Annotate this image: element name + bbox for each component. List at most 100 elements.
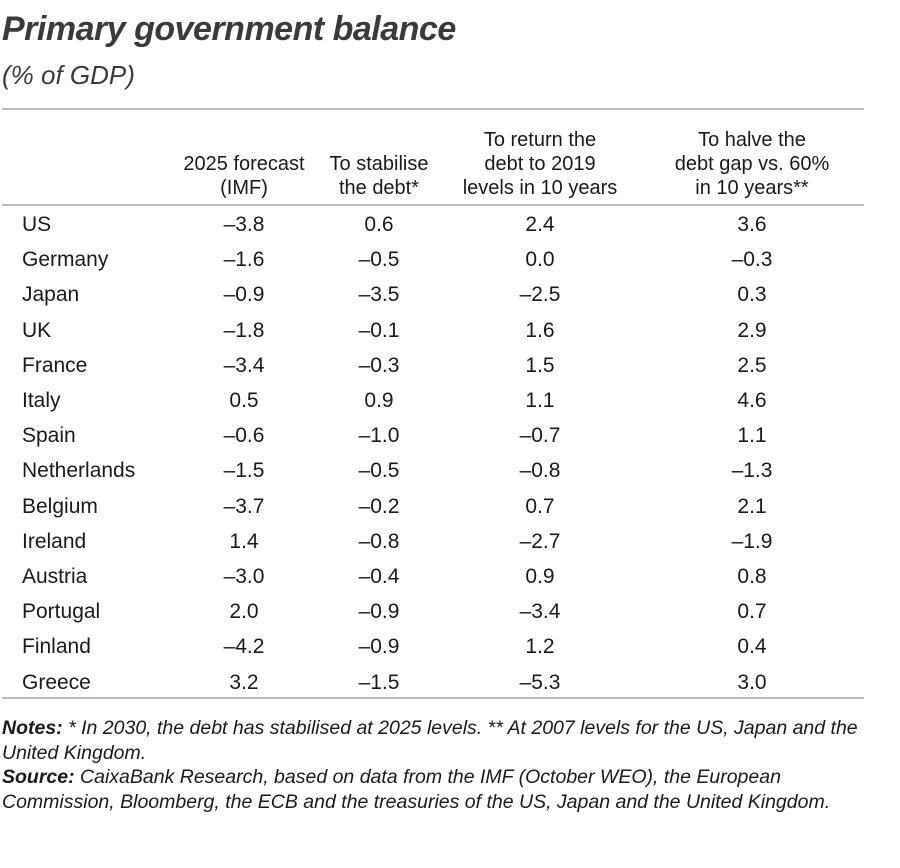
table-row: Greece 3.2 –1.5 –5.3 3.0 [0, 665, 864, 700]
value-cell: –0.6 [223, 424, 265, 448]
country-cell: UK [22, 318, 52, 342]
value-cell: –0.2 [358, 494, 400, 518]
value-cell: –0.3 [358, 353, 400, 377]
value-cell: 0.3 [737, 283, 767, 307]
value-cell: –0.7 [519, 424, 561, 448]
country-cell: Greece [22, 670, 91, 694]
value-cell: 3.0 [737, 670, 767, 694]
table-row: Austria –3.0 –0.4 0.9 0.8 [0, 559, 864, 594]
value-cell: –3.8 [223, 213, 265, 236]
table-title: Primary government balance [2, 10, 456, 48]
value-cell: 2.4 [525, 213, 555, 236]
header-rule [2, 204, 864, 206]
value-cell: –0.8 [519, 459, 561, 483]
value-cell: 2.0 [229, 600, 259, 624]
value-cell: –1.0 [358, 424, 400, 448]
table-row: Netherlands –1.5 –0.5 –0.8 –1.3 [0, 453, 864, 488]
value-cell: –1.5 [358, 670, 400, 694]
value-cell: –1.3 [731, 459, 773, 483]
value-cell: 1.5 [525, 353, 555, 377]
country-cell: Austria [22, 565, 88, 588]
value-cell: –3.4 [223, 353, 265, 377]
header-halve-debt-gap: To halve the debt gap vs. 60% in 10 year… [674, 129, 830, 199]
value-cell: –1.8 [223, 318, 265, 342]
country-cell: Spain [22, 424, 76, 448]
value-cell: –3.5 [358, 283, 400, 307]
value-cell: –0.9 [358, 635, 400, 659]
table-row: Germany –1.6 –0.5 0.0 –0.3 [0, 242, 864, 277]
value-cell: 0.4 [737, 635, 767, 659]
value-cell: –1.5 [223, 459, 265, 483]
table-row: Japan –0.9 –3.5 –2.5 0.3 [0, 277, 864, 312]
value-cell: –3.4 [519, 600, 561, 624]
value-cell: –3.7 [223, 494, 265, 518]
notes-line: Notes: * In 2030, the debt has stabilise… [2, 716, 882, 765]
value-cell: 1.1 [737, 424, 767, 448]
value-cell: –0.9 [223, 283, 265, 307]
value-cell: 3.6 [737, 213, 767, 236]
table-subtitle: (% of GDP) [2, 60, 135, 90]
table-row: Ireland 1.4 –0.8 –2.7 –1.9 [0, 524, 864, 559]
country-cell: Portugal [22, 600, 101, 624]
value-cell: 2.9 [737, 318, 767, 342]
value-cell: –0.5 [358, 459, 400, 483]
value-cell: –0.5 [358, 248, 400, 272]
value-cell: 0.7 [525, 494, 555, 518]
country-cell: Italy [22, 389, 61, 412]
value-cell: 2.5 [737, 353, 767, 377]
value-cell: –3.0 [223, 565, 265, 588]
source-line: Source: CaixaBank Research, based on dat… [2, 765, 882, 814]
footnotes: Notes: * In 2030, the debt has stabilise… [2, 716, 882, 814]
table-row: Finland –4.2 –0.9 1.2 0.4 [0, 629, 864, 664]
value-cell: –4.2 [223, 635, 265, 659]
country-cell: Belgium [22, 494, 98, 518]
value-cell: 4.6 [737, 389, 767, 412]
bottom-rule [2, 697, 864, 699]
value-cell: –0.4 [358, 565, 400, 588]
header-return-2019: To return the debt to 2019 levels in 10 … [462, 129, 618, 199]
source-text: CaixaBank Research, based on data from t… [2, 766, 831, 813]
value-cell: –1.9 [731, 529, 773, 553]
value-cell: 1.2 [525, 635, 555, 659]
notes-label: Notes: [2, 717, 63, 739]
value-cell: 2.1 [737, 494, 767, 518]
value-cell: 1.4 [229, 529, 259, 553]
value-cell: –2.7 [519, 529, 561, 553]
value-cell: –0.9 [358, 600, 400, 624]
value-cell: 1.6 [525, 318, 555, 342]
notes-text: * In 2030, the debt has stabilised at 20… [2, 717, 858, 764]
table-row: France –3.4 –0.3 1.5 2.5 [0, 348, 864, 383]
country-cell: Finland [22, 635, 91, 659]
value-cell: 0.5 [229, 389, 259, 412]
value-cell: –0.1 [358, 318, 400, 342]
top-rule [2, 108, 864, 110]
value-cell: 0.8 [737, 565, 767, 588]
value-cell: 1.1 [525, 389, 555, 412]
source-label: Source: [2, 766, 75, 788]
value-cell: 0.7 [737, 600, 767, 624]
value-cell: –0.8 [358, 529, 400, 553]
header-stabilise-debt: To stabilise the debt* [329, 153, 429, 199]
country-cell: Ireland [22, 529, 87, 553]
value-cell: –2.5 [519, 283, 561, 307]
table-row: Spain –0.6 –1.0 –0.7 1.1 [0, 418, 864, 453]
value-cell: 0.9 [364, 389, 394, 412]
table-row: Belgium –3.7 –0.2 0.7 2.1 [0, 489, 864, 524]
value-cell: 0.6 [364, 213, 394, 236]
value-cell: –5.3 [519, 670, 561, 694]
value-cell: –0.3 [731, 248, 773, 272]
country-cell: US [22, 213, 52, 236]
value-cell: –1.6 [223, 248, 265, 272]
country-cell: France [22, 353, 88, 377]
value-cell: 0.9 [525, 565, 555, 588]
value-cell: 3.2 [229, 670, 259, 694]
country-cell: Netherlands [22, 459, 136, 483]
table-row: US –3.8 0.6 2.4 3.6 [0, 207, 864, 242]
country-cell: Japan [22, 283, 80, 307]
value-cell: 0.0 [525, 248, 555, 272]
header-2025-forecast: 2025 forecast (IMF) [183, 153, 305, 199]
table-row: Italy 0.5 0.9 1.1 4.6 [0, 383, 864, 418]
table-row: UK –1.8 –0.1 1.6 2.9 [0, 313, 864, 348]
table-row: Portugal 2.0 –0.9 –3.4 0.7 [0, 594, 864, 629]
country-cell: Germany [22, 248, 109, 272]
